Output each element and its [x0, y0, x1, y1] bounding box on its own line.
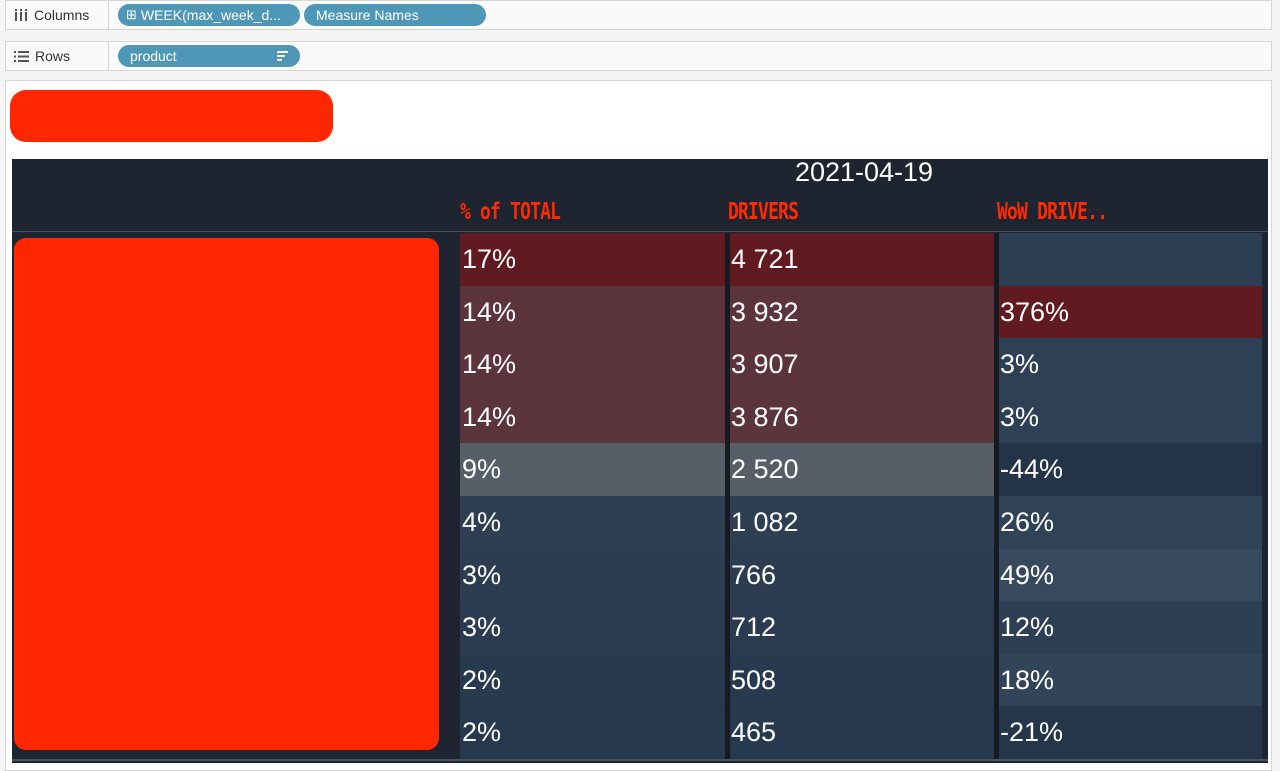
pct-of-total-cell[interactable]: 2%: [460, 706, 725, 760]
pct-of-total-cell[interactable]: 2%: [460, 653, 725, 707]
drivers-cell[interactable]: 4 721: [729, 233, 994, 287]
pill-product-label: product: [130, 48, 177, 64]
pct-of-total-cell[interactable]: 17%: [460, 233, 725, 287]
rows-shelf-label: Rows: [6, 42, 109, 70]
wow-drivers-cell[interactable]: 49%: [998, 548, 1262, 602]
pct-of-total-cell[interactable]: 9%: [460, 443, 725, 497]
rows-shelf: Rows product: [5, 41, 1272, 71]
drivers-cell[interactable]: 508: [729, 653, 994, 707]
drivers-cell[interactable]: 3 876: [729, 390, 994, 444]
pill-measure-names[interactable]: Measure Names: [304, 4, 486, 26]
header-pct-of-total[interactable]: % of TOTAL: [460, 199, 561, 225]
drivers-cell[interactable]: 465: [729, 706, 994, 760]
header-drivers[interactable]: DRIVERS: [728, 199, 799, 225]
pct-of-total-cell[interactable]: 14%: [460, 285, 725, 339]
pct-of-total-cell[interactable]: 4%: [460, 496, 725, 550]
date-column-header[interactable]: 2021-04-19: [794, 157, 934, 187]
pct-of-total-cell[interactable]: 14%: [460, 390, 725, 444]
wow-drivers-cell[interactable]: -21%: [998, 706, 1262, 760]
redacted-row-labels: [14, 238, 439, 750]
wow-drivers-cell[interactable]: 3%: [998, 390, 1262, 444]
sort-descending-icon[interactable]: [277, 50, 289, 62]
pill-product[interactable]: product: [118, 45, 300, 67]
pct-of-total-cell[interactable]: 3%: [460, 601, 725, 655]
columns-icon: [15, 9, 27, 21]
wow-drivers-cell[interactable]: 12%: [998, 601, 1262, 655]
drivers-cell[interactable]: 2 520: [729, 443, 994, 497]
expand-plus-icon: ⊞: [126, 7, 137, 22]
pill-week[interactable]: ⊞ WEEK(max_week_d...: [118, 4, 300, 26]
wow-drivers-cell[interactable]: [998, 233, 1262, 287]
pct-of-total-cell[interactable]: 3%: [460, 548, 725, 602]
column-divider: [994, 233, 999, 759]
rows-icon: [14, 50, 29, 62]
wow-drivers-cell[interactable]: 26%: [998, 496, 1262, 550]
drivers-cell[interactable]: 1 082: [729, 496, 994, 550]
drivers-cell[interactable]: 766: [729, 548, 994, 602]
table-bottom-border: [12, 759, 1268, 761]
redacted-title: [10, 90, 333, 142]
wow-drivers-cell[interactable]: 376%: [998, 285, 1262, 339]
rows-label-text: Rows: [35, 48, 71, 64]
pill-measure-names-label: Measure Names: [316, 7, 419, 23]
drivers-cell[interactable]: 3 932: [729, 285, 994, 339]
pill-week-label: WEEK(max_week_d...: [140, 7, 281, 23]
pct-of-total-cell[interactable]: 14%: [460, 338, 725, 392]
wow-drivers-cell[interactable]: 3%: [998, 338, 1262, 392]
columns-shelf-label: Columns: [6, 1, 109, 29]
column-divider: [725, 233, 730, 759]
drivers-cell[interactable]: 712: [729, 601, 994, 655]
columns-shelf: Columns ⊞ WEEK(max_week_d... Measure Nam…: [5, 0, 1272, 30]
wow-drivers-cell[interactable]: 18%: [998, 653, 1262, 707]
columns-label-text: Columns: [34, 7, 90, 23]
header-divider: [12, 231, 1268, 232]
wow-drivers-cell[interactable]: -44%: [998, 443, 1262, 497]
header-wow-drivers[interactable]: WoW DRIVE..: [997, 199, 1108, 225]
drivers-cell[interactable]: 3 907: [729, 338, 994, 392]
